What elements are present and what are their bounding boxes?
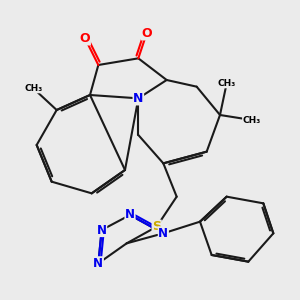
Text: CH₃: CH₃ — [242, 116, 261, 124]
Text: CH₃: CH₃ — [24, 84, 43, 93]
Text: N: N — [158, 227, 168, 240]
Text: N: N — [133, 92, 143, 105]
Text: N: N — [93, 257, 103, 270]
Text: O: O — [80, 32, 90, 45]
Text: N: N — [97, 224, 107, 236]
Text: CH₃: CH₃ — [218, 79, 236, 88]
Text: S: S — [152, 220, 161, 233]
Text: O: O — [141, 27, 152, 40]
Text: N: N — [125, 208, 135, 221]
